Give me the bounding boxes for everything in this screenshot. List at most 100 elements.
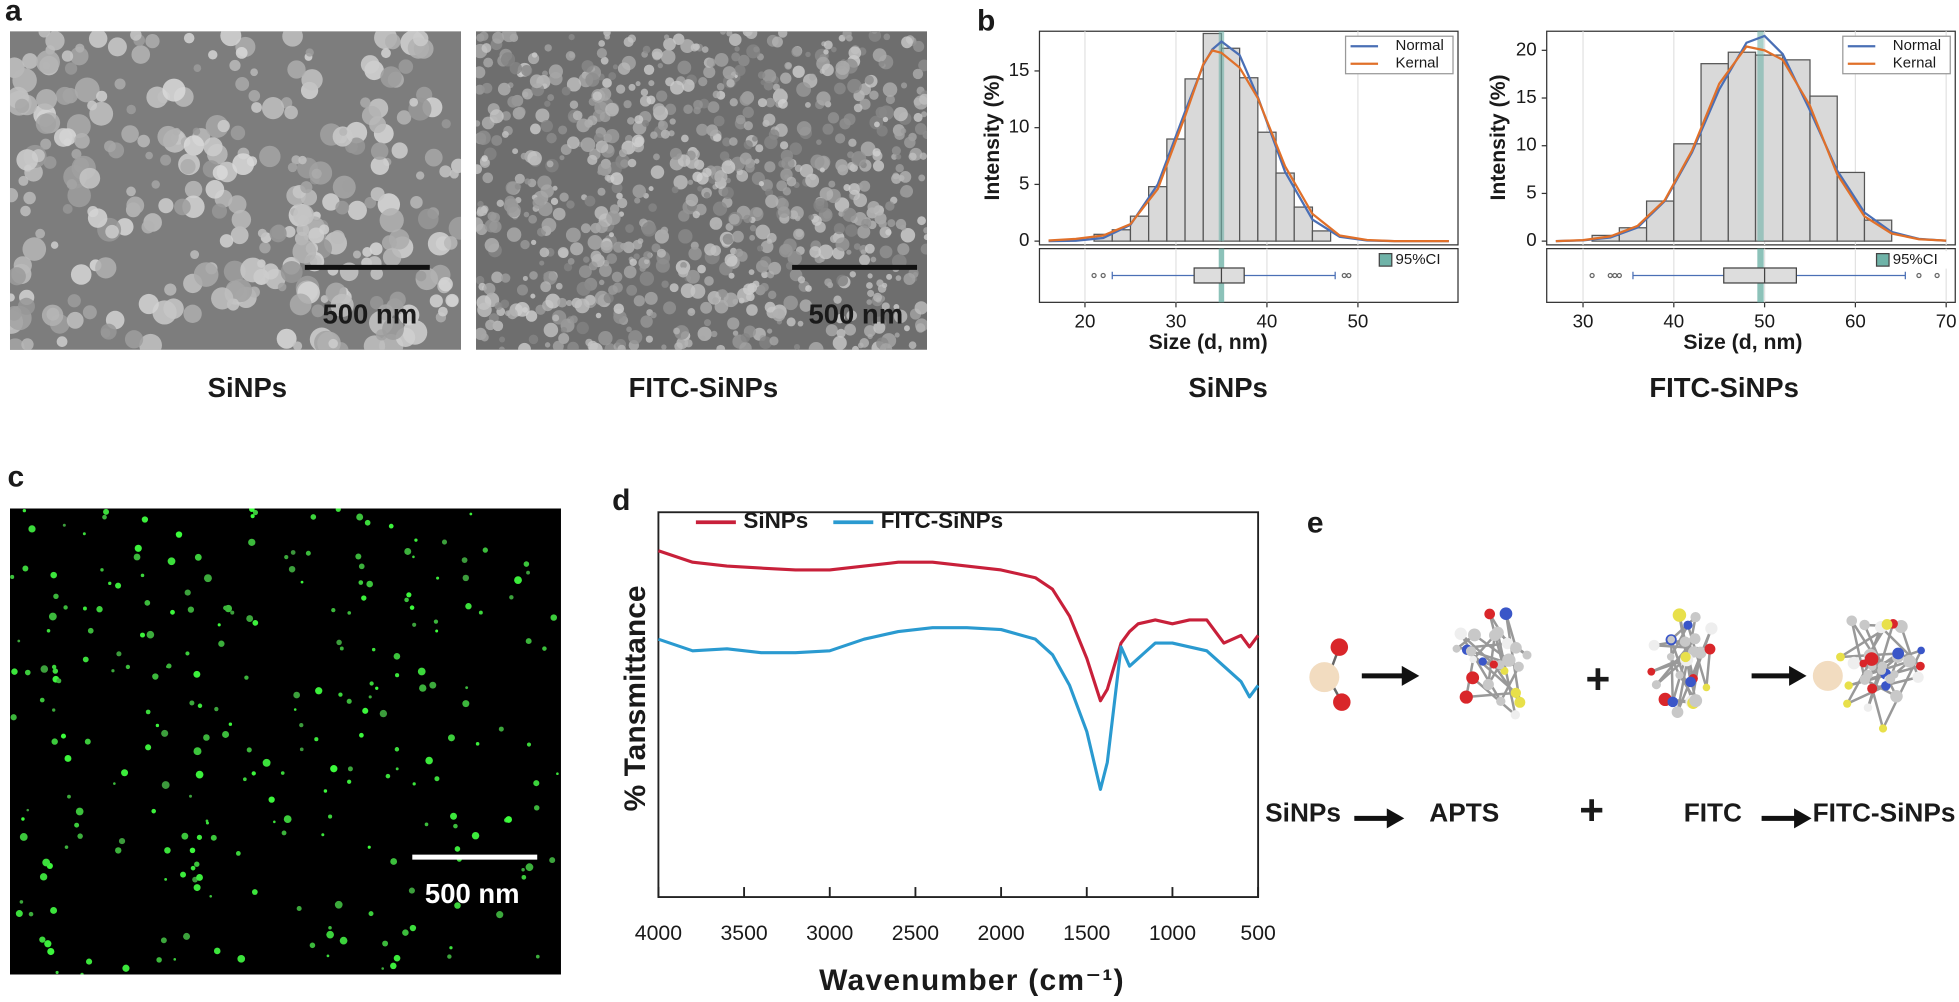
fluorescent-dot [293,708,297,711]
scale-bar-label: 500 nm [322,298,417,329]
particle [162,78,186,102]
particle [728,213,740,225]
particle [703,191,711,199]
particle [703,66,716,79]
particle [545,293,561,309]
particle [96,90,108,102]
fluorescent-dot [244,675,249,680]
fluorescent-dot [412,782,416,786]
y-tick-label: 5 [1526,181,1536,202]
outlier [1091,272,1097,279]
fluorescent-dot [40,665,49,673]
particle [612,64,618,70]
particle [597,169,603,175]
x-tick-label: 30 [1166,310,1187,331]
particle [913,40,925,53]
chart-caption: SiNPs [1188,372,1267,403]
x-tick-label: 50 [1347,310,1368,331]
particle [713,115,725,127]
fluorescent-dot [189,847,196,854]
particle [883,33,891,41]
particle [262,263,279,280]
particle [439,165,452,178]
atom [1333,693,1351,711]
particle [369,295,384,310]
sem-image [476,31,928,350]
particle [869,90,879,100]
ci-legend-swatch [1378,252,1393,267]
particle [396,110,412,125]
fluorescent-dot [115,582,122,589]
particle [757,98,767,108]
particle [524,178,531,185]
particle [759,336,772,350]
particle [208,50,218,60]
particle [9,293,15,302]
fluorescent-dot [251,889,258,895]
x-tick-label: 50 [1754,310,1775,331]
particle [521,64,533,77]
fluorescent-dot [359,732,364,738]
fluorescent-dot [50,571,57,579]
particle [22,53,38,69]
panel-label: b [977,4,995,37]
particle [489,109,504,124]
particle [594,101,608,115]
particle [697,185,703,192]
particle [879,245,893,259]
particle [729,98,738,107]
particle [544,44,552,52]
x-tick-label: 40 [1663,310,1684,331]
fluorescent-dot [385,773,391,779]
particle [923,234,928,241]
y-tick-label: 10 [1009,116,1030,137]
fluorescent-dot [213,947,221,955]
particle [642,45,651,54]
particle [635,81,641,87]
particle [46,307,60,321]
particle [864,243,875,254]
particle [660,226,669,235]
fluorescent-dot [145,744,152,751]
particle [739,342,752,350]
particle [228,195,247,214]
particle [923,227,928,234]
fluorescent-dot [152,673,159,680]
atom [1452,644,1461,653]
particle [382,248,402,267]
particle [893,304,900,310]
fluorescent-dot [180,871,187,878]
particle [570,242,584,256]
particle [9,188,19,203]
particle [900,227,916,243]
particle [721,160,736,174]
fluorescent-dot [454,846,461,852]
particle [9,338,25,350]
particle [743,121,753,131]
particle [525,310,538,322]
particle [848,138,857,147]
particle [808,342,824,350]
fluorescent-dot [447,954,452,959]
x-tick-label: 3500 [720,922,767,945]
fluorescent-dot [409,605,415,610]
fluorescent-dot [326,930,334,939]
particle [131,45,151,64]
particle [251,102,262,113]
fluorescent-dot [246,615,254,622]
particle [710,245,722,256]
particle [885,201,895,211]
particle [729,137,738,146]
particle [587,340,598,350]
particle [587,235,603,250]
particle [669,147,682,160]
particle [895,153,902,160]
particle [684,339,693,348]
particle [184,180,203,199]
fluorescent-dot [164,877,168,881]
particle [685,193,699,207]
particle [516,284,529,296]
fluorescent-dot [203,734,210,741]
particle [126,196,145,215]
particle [696,123,709,136]
